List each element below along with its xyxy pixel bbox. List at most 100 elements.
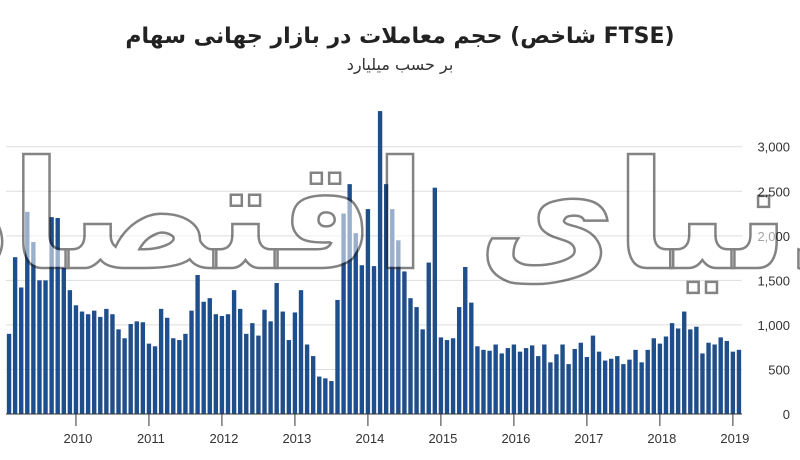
bar [511,344,517,414]
axes [6,413,742,426]
x-tick-label: 2012 [209,431,238,446]
bar [396,240,401,414]
bar [359,265,365,414]
bar [165,317,170,414]
y-tick-label: 2,500 [757,184,790,199]
bar [353,233,358,414]
bar [195,275,200,414]
bar [152,346,158,414]
bar [371,266,377,414]
bar [25,211,30,414]
bar [201,301,206,414]
bar [706,342,711,414]
bar [43,280,48,414]
bar [694,326,699,414]
bar [645,349,650,414]
bar [584,356,590,414]
bar [12,257,18,414]
bar [377,111,383,414]
bar [219,316,225,414]
bar [365,209,371,414]
bars [6,111,742,414]
bar [171,338,176,414]
bar [140,322,146,414]
bar [383,184,389,414]
bar [529,345,535,414]
bar [177,340,182,414]
bar [73,305,79,414]
bar [536,356,541,414]
bar [31,242,36,414]
bar [432,187,438,414]
bar [79,311,85,414]
bar [341,213,346,414]
y-tick-label: 500 [768,362,790,377]
bar [463,267,468,414]
bar [347,184,352,414]
bar [317,376,322,414]
y-tick-label: 0 [783,407,790,422]
bar [304,344,310,414]
bar [651,338,656,414]
bar [444,340,450,414]
bar [104,308,109,414]
bar [116,329,121,414]
bar [292,312,298,414]
bar [286,340,292,414]
bar [724,340,729,414]
bar [657,343,663,414]
bar [609,358,614,414]
x-tick-label: 2011 [137,431,165,446]
bar [61,267,66,414]
bar [505,348,511,414]
x-tick-label: 2010 [63,431,92,446]
bar [675,328,681,414]
tick-labels: 0 500 1,000 1,500 2,000 2,500 3,000 2010 2011 201… [63,140,790,446]
bar [700,353,705,414]
bar [250,323,255,414]
bar [19,287,24,414]
bar [329,381,334,414]
bar [128,324,133,414]
bar [627,359,632,414]
x-tick-label: 2013 [282,431,311,446]
chart-title: حجم معاملات در بازار جهانی سهام (شاخص FT… [125,24,674,49]
bar [408,298,413,414]
bar [493,344,498,414]
bar [590,335,596,414]
bar [274,283,279,414]
x-tick-label: 2016 [501,431,530,446]
bar [183,333,188,414]
bar [189,310,194,414]
bar [85,314,91,414]
bar [335,299,340,414]
bar [712,344,717,414]
bar [402,271,407,414]
bar [256,335,261,414]
bar [517,351,523,414]
bar [456,307,462,414]
bar [37,280,42,414]
bar [92,310,97,414]
y-tick-label: 1,000 [757,318,790,333]
bar [663,336,669,414]
bar [736,349,742,414]
bar [426,262,431,414]
bar [110,314,115,414]
bar [499,353,504,414]
bar [718,337,723,414]
bar [207,298,212,414]
bar [438,337,444,414]
bar [158,308,164,414]
bar [225,314,231,414]
bar [548,362,553,414]
bar [578,342,583,414]
bar [469,302,474,414]
y-tick-label: 2,000 [757,229,790,244]
bar [602,360,608,414]
bar [688,329,693,414]
bar [122,338,127,414]
bar [414,307,419,414]
bar [310,356,316,414]
x-tick-label: 2014 [355,431,384,446]
